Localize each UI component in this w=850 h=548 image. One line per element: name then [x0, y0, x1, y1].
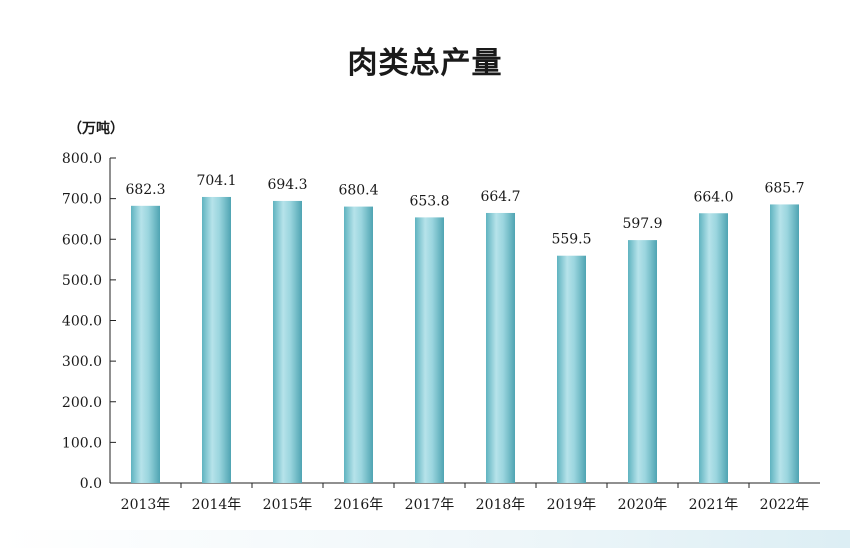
x-tick-label: 2019年: [547, 497, 597, 513]
bar-value-label: 664.7: [480, 189, 520, 205]
bar: [486, 212, 515, 483]
x-tick-label: 2020年: [618, 497, 668, 513]
bar-value-label: 694.3: [267, 177, 307, 193]
bar-value-label: 559.5: [551, 232, 591, 248]
x-tick-label: 2018年: [476, 497, 526, 513]
bar-value-label: 704.1: [196, 173, 236, 189]
y-tick-label: 500.0: [62, 273, 102, 289]
bar: [131, 205, 160, 484]
x-tick-label: 2017年: [405, 497, 455, 513]
x-tick-label: 2021年: [689, 497, 739, 513]
chart-title: 肉类总产量: [347, 46, 503, 81]
bar: [699, 213, 728, 483]
bar: [202, 196, 231, 483]
axes: 0.0 100.0 200.0 300.0 400.0 500.0 600.0 700.0 80…: [62, 151, 820, 492]
y-tick-label: 100.0: [62, 435, 102, 451]
bar-value-label: 664.0: [693, 189, 733, 205]
x-tick-label: 2016年: [334, 497, 384, 513]
x-tick-label: 2013年: [121, 497, 171, 513]
y-tick-label: 300.0: [62, 354, 102, 370]
bar: [628, 240, 657, 483]
bar-value-label: 597.9: [622, 216, 662, 232]
y-tick-label: 700.0: [62, 192, 102, 208]
bar: [415, 217, 444, 484]
x-tick-label: 2022年: [760, 497, 810, 513]
decorative-band: [0, 530, 850, 548]
bar-value-label: 685.7: [764, 180, 804, 196]
y-tick-label: 200.0: [62, 395, 102, 411]
y-tick-label: 600.0: [62, 232, 102, 248]
bar-value-label: 653.8: [409, 193, 449, 209]
bars: [131, 196, 799, 484]
bar-value-label: 682.3: [125, 182, 165, 198]
y-tick-label: 0.0: [80, 476, 102, 492]
x-tick-label: 2015年: [263, 497, 313, 513]
bar-value-label: 680.4: [338, 183, 378, 199]
y-tick-label: 800.0: [62, 151, 102, 167]
value-labels: 682.3 2013年 704.1 2014年 694.3 2015年 680.4 2016年…: [121, 173, 810, 513]
x-tick-label: 2014年: [192, 497, 242, 513]
bar: [273, 200, 302, 484]
bar: [770, 204, 799, 483]
bar: [557, 255, 586, 483]
y-tick-label: 400.0: [62, 314, 102, 330]
y-unit-label: （万吨）: [68, 121, 124, 137]
bar: [344, 206, 373, 483]
